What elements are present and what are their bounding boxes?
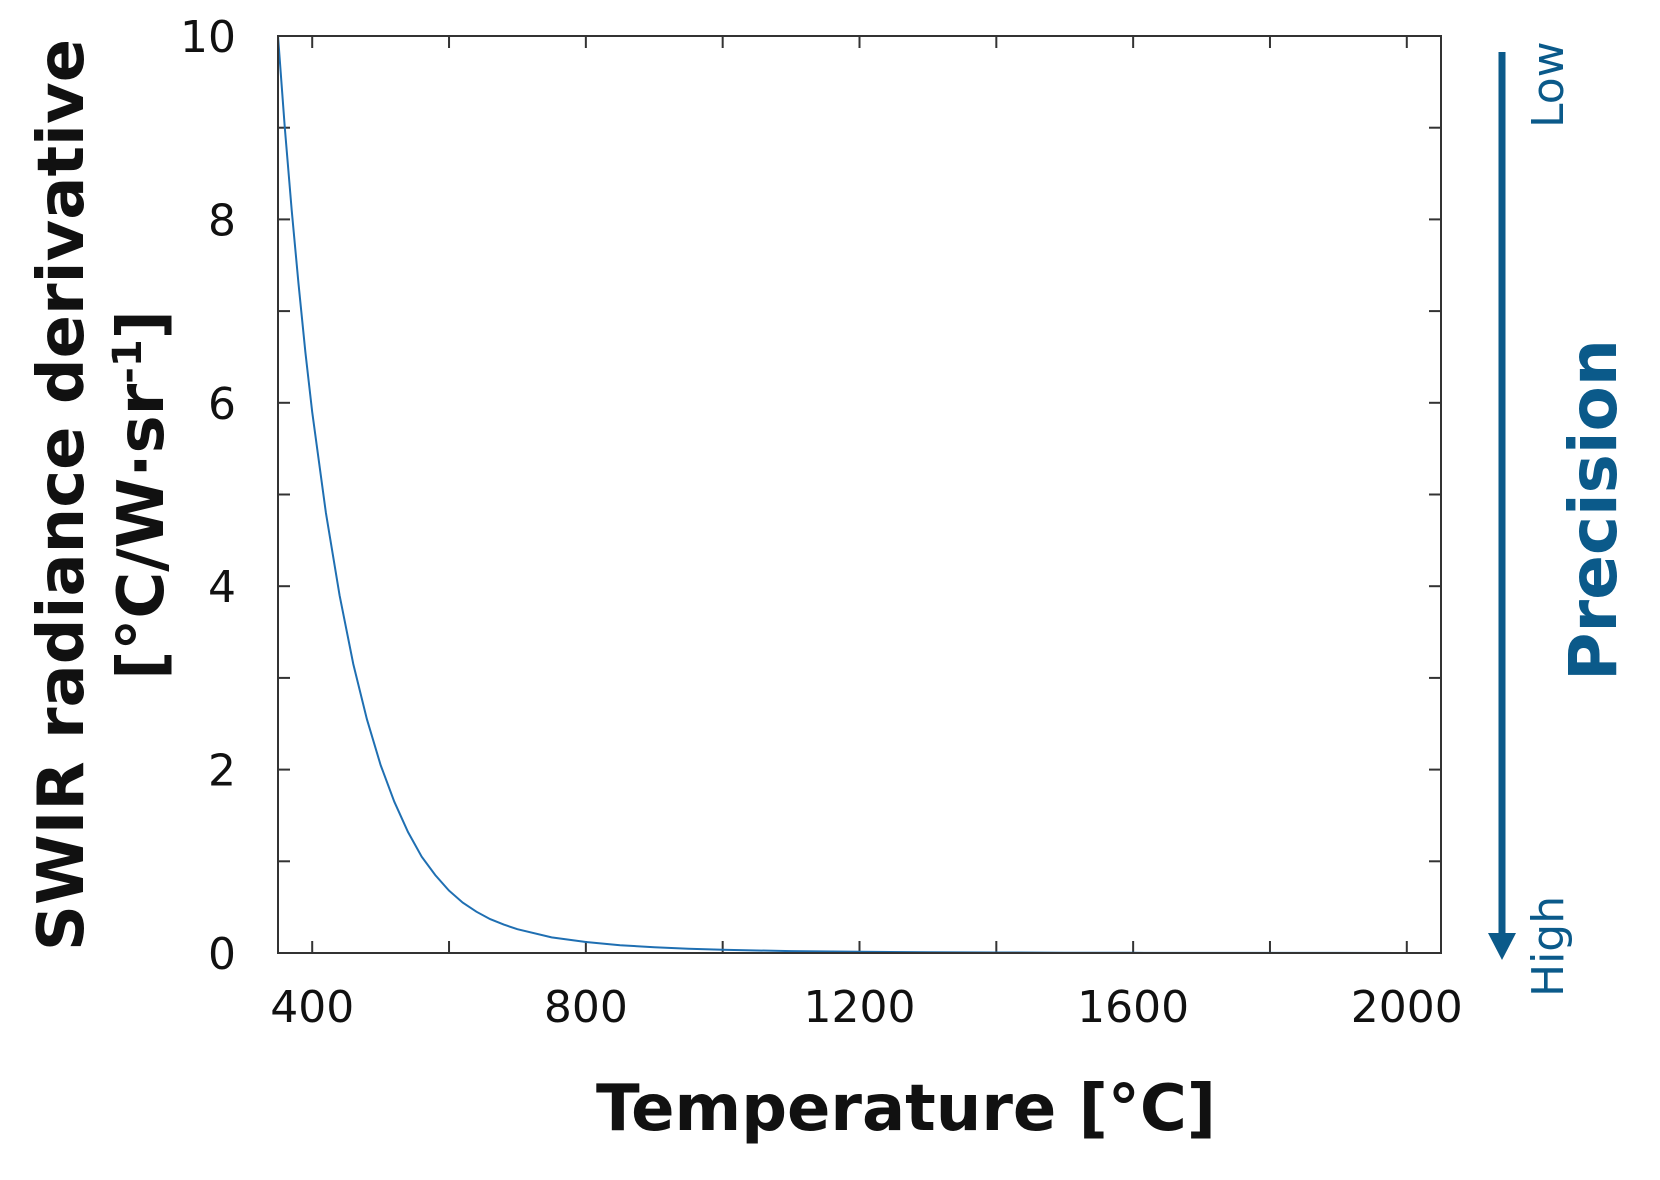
x-tick-label: 1200	[804, 982, 916, 1033]
y-axis-unit-superscript: -1	[105, 339, 151, 383]
y-axis-unit-close: ]	[105, 310, 179, 339]
y-tick-label: 2	[208, 746, 236, 797]
precision-arrow-head	[1488, 933, 1516, 960]
series-line	[277, 35, 1441, 954]
plot-frame	[277, 35, 1442, 954]
x-tick-label: 2000	[1351, 982, 1463, 1033]
y-axis-unit: [°C/W·sr	[105, 383, 179, 680]
y-axis-title-line1: SWIR radiance derivative	[25, 39, 99, 951]
y-axis-title: SWIR radiance derivative [°C/W·sr-1]	[25, 39, 179, 951]
precision-high-label: High	[1523, 896, 1574, 997]
y-tick-label: 6	[208, 379, 236, 430]
y-tick-label: 8	[208, 195, 236, 246]
x-tick-label: 800	[544, 982, 628, 1033]
y-tick-label: 0	[208, 929, 236, 980]
y-tick-label: 4	[208, 562, 236, 613]
x-tick-label: 400	[270, 982, 354, 1033]
axis-ticks	[278, 35, 1441, 954]
precision-indicator: Low High Precision	[1488, 41, 1632, 997]
y-tick-label: 10	[180, 12, 236, 63]
x-axis-title: Temperature [°C]	[596, 1072, 1216, 1146]
y-tick-labels: 0 2 4 6 8 10	[180, 12, 236, 980]
y-axis-title-line2: [°C/W·sr-1]	[105, 310, 179, 680]
precision-title: Precision	[1555, 339, 1632, 681]
precision-low-label: Low	[1523, 41, 1574, 128]
x-tick-labels: 400 800 1200 1600 2000	[270, 982, 1463, 1033]
x-tick-label: 1600	[1077, 982, 1189, 1033]
